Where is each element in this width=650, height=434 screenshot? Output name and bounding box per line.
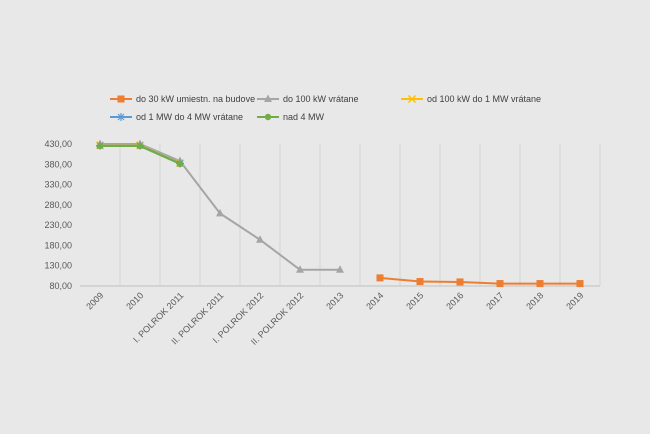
data-point [416,278,424,286]
x-tick-label: 2019 [564,290,585,311]
data-point [117,113,125,121]
data-point [136,142,144,150]
data-point [536,280,544,288]
data-point [256,235,264,243]
data-point [296,265,304,273]
data-point [407,94,417,104]
y-tick-label: 280,00 [44,200,72,210]
y-tick-label: 80,00 [49,281,72,291]
series-nad-4-mw [96,142,184,168]
legend: do 30 kW umiestn. na budove do 100 kW vrá… [110,94,541,122]
x-tick-label: 2009 [84,290,105,311]
x-tick-label: 2013 [324,290,345,311]
y-tick-label: 430,00 [44,139,72,149]
data-point [117,95,125,103]
y-tick-label: 130,00 [44,261,72,271]
legend-item: od 100 kW do 1 MW vrátane [401,94,541,104]
legend-label: od 1 MW do 4 MW vrátane [136,112,243,122]
data-point [456,278,464,286]
data-point [176,160,184,168]
data-point [96,142,104,150]
x-tick-label: 2016 [444,290,465,311]
legend-label: do 100 kW vrátane [283,94,359,104]
gridlines [80,144,601,287]
legend-label: do 30 kW umiestn. na budove [136,94,255,104]
series-layer [95,139,584,288]
y-tick-label: 230,00 [44,220,72,230]
x-tick-label: 2018 [524,290,545,311]
y-axis: 80,00 130,00 180,00 230,00 280,00 330,00 380,0… [44,139,72,291]
data-point [496,280,504,288]
y-tick-label: 380,00 [44,159,72,169]
data-point [376,274,384,282]
data-point [576,280,584,288]
legend-label: nad 4 MW [283,112,325,122]
legend-label: od 100 kW do 1 MW vrátane [427,94,541,104]
data-point [264,113,272,121]
legend-item: do 100 kW vrátane [257,94,359,104]
series-do-30-kw-umiestn-na-budove [376,274,584,288]
data-point [336,265,344,273]
x-tick-label: 2017 [484,290,505,311]
x-tick-label: 2014 [364,290,385,311]
x-tick-label: 2010 [124,290,145,311]
data-point [264,94,272,102]
x-tick-label: 2015 [404,290,425,311]
series-do-100-kw-vratane [96,139,344,273]
y-tick-label: 330,00 [44,180,72,190]
data-point [216,208,224,217]
y-tick-label: 180,00 [44,240,72,250]
series-line [100,143,340,271]
legend-item: do 30 kW umiestn. na budove [110,94,255,104]
legend-item: od 1 MW do 4 MW vrátane [110,112,243,122]
legend-item: nad 4 MW [257,112,325,122]
series-line [379,276,580,285]
